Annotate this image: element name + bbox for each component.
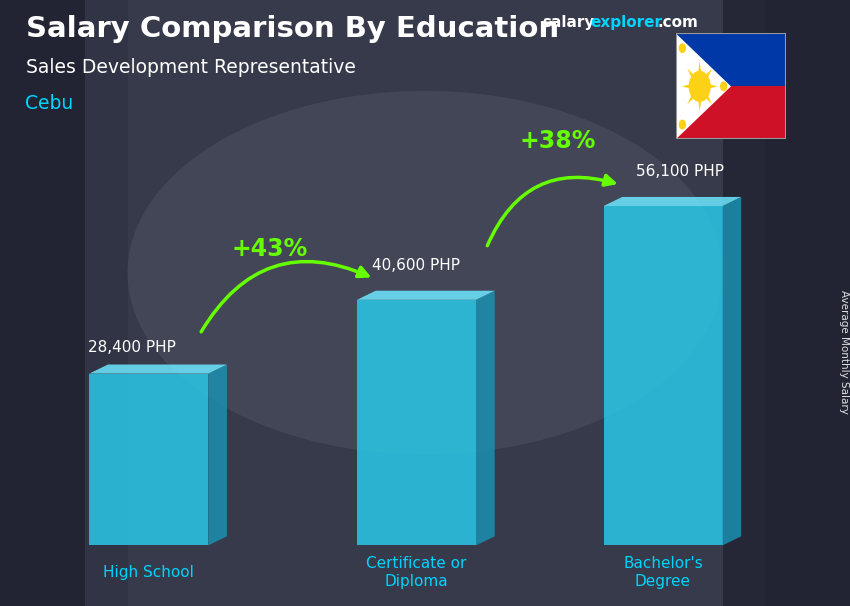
Text: Average Monthly Salary: Average Monthly Salary <box>839 290 849 413</box>
Polygon shape <box>710 84 717 88</box>
Polygon shape <box>357 300 476 545</box>
Bar <box>676 33 786 87</box>
Polygon shape <box>687 68 694 78</box>
FancyArrowPatch shape <box>201 262 368 332</box>
FancyArrowPatch shape <box>487 176 614 246</box>
Polygon shape <box>604 206 722 545</box>
Text: Sales Development Representative: Sales Development Representative <box>26 58 355 76</box>
Bar <box>676 87 786 139</box>
Text: 28,400 PHP: 28,400 PHP <box>88 341 176 356</box>
Text: Bachelor's
Degree: Bachelor's Degree <box>623 556 703 590</box>
Polygon shape <box>698 101 701 112</box>
Text: Salary Comparison By Education: Salary Comparison By Education <box>26 15 558 43</box>
Text: 56,100 PHP: 56,100 PHP <box>636 164 724 179</box>
Polygon shape <box>698 61 701 72</box>
Bar <box>0 0 128 606</box>
Text: High School: High School <box>104 565 194 580</box>
Polygon shape <box>89 365 227 374</box>
Circle shape <box>679 120 685 128</box>
Polygon shape <box>706 68 712 78</box>
Polygon shape <box>676 33 731 139</box>
Polygon shape <box>208 365 227 545</box>
Circle shape <box>689 72 710 101</box>
Text: explorer: explorer <box>591 15 663 30</box>
Text: +38%: +38% <box>519 129 596 153</box>
Polygon shape <box>682 84 689 88</box>
Text: salary: salary <box>542 15 595 30</box>
Polygon shape <box>604 197 741 206</box>
Text: 40,600 PHP: 40,600 PHP <box>372 258 461 273</box>
Text: +43%: +43% <box>232 237 308 261</box>
Polygon shape <box>687 95 694 104</box>
Text: Certificate or
Diploma: Certificate or Diploma <box>366 556 467 590</box>
Polygon shape <box>706 95 712 104</box>
Bar <box>722 0 850 606</box>
Circle shape <box>679 44 685 52</box>
Text: Cebu: Cebu <box>26 94 74 113</box>
Ellipse shape <box>128 91 722 454</box>
Polygon shape <box>476 291 495 545</box>
Polygon shape <box>722 197 741 545</box>
Bar <box>85 0 765 606</box>
Polygon shape <box>89 374 208 545</box>
Circle shape <box>721 82 727 90</box>
Text: .com: .com <box>657 15 698 30</box>
Polygon shape <box>357 291 495 300</box>
